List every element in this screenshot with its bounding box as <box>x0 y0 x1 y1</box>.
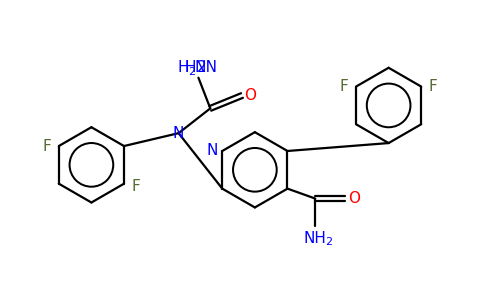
Text: O: O <box>348 191 360 206</box>
Text: F: F <box>43 139 51 154</box>
Text: O: O <box>244 88 256 103</box>
Text: N: N <box>195 60 206 75</box>
Text: 2: 2 <box>188 67 195 77</box>
Text: NH: NH <box>304 231 327 246</box>
Text: N: N <box>207 143 218 158</box>
Text: F: F <box>132 179 140 194</box>
Text: 2N: 2N <box>197 60 217 75</box>
Text: F: F <box>429 79 438 94</box>
Text: H: H <box>185 60 197 75</box>
Text: H: H <box>178 60 189 75</box>
Text: F: F <box>340 79 348 94</box>
Text: 2: 2 <box>326 237 333 247</box>
Text: N: N <box>173 126 184 141</box>
